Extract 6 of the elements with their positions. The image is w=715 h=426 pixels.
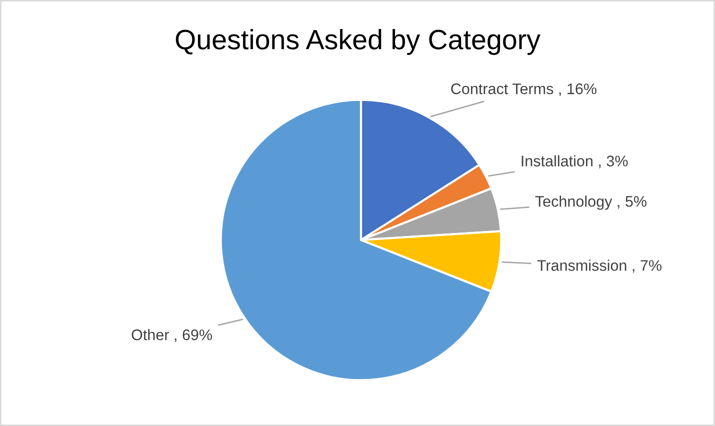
slice-label: Contract Terms , 16% bbox=[451, 83, 596, 96]
slice-label: Technology , 5% bbox=[535, 196, 646, 210]
chart-title: Questions Asked by Category bbox=[176, 29, 540, 55]
slice-label: Installation , 3% bbox=[522, 155, 628, 168]
slice-label: Other , 69% bbox=[132, 329, 212, 342]
slice-label: Transmission , 7% bbox=[537, 260, 662, 273]
